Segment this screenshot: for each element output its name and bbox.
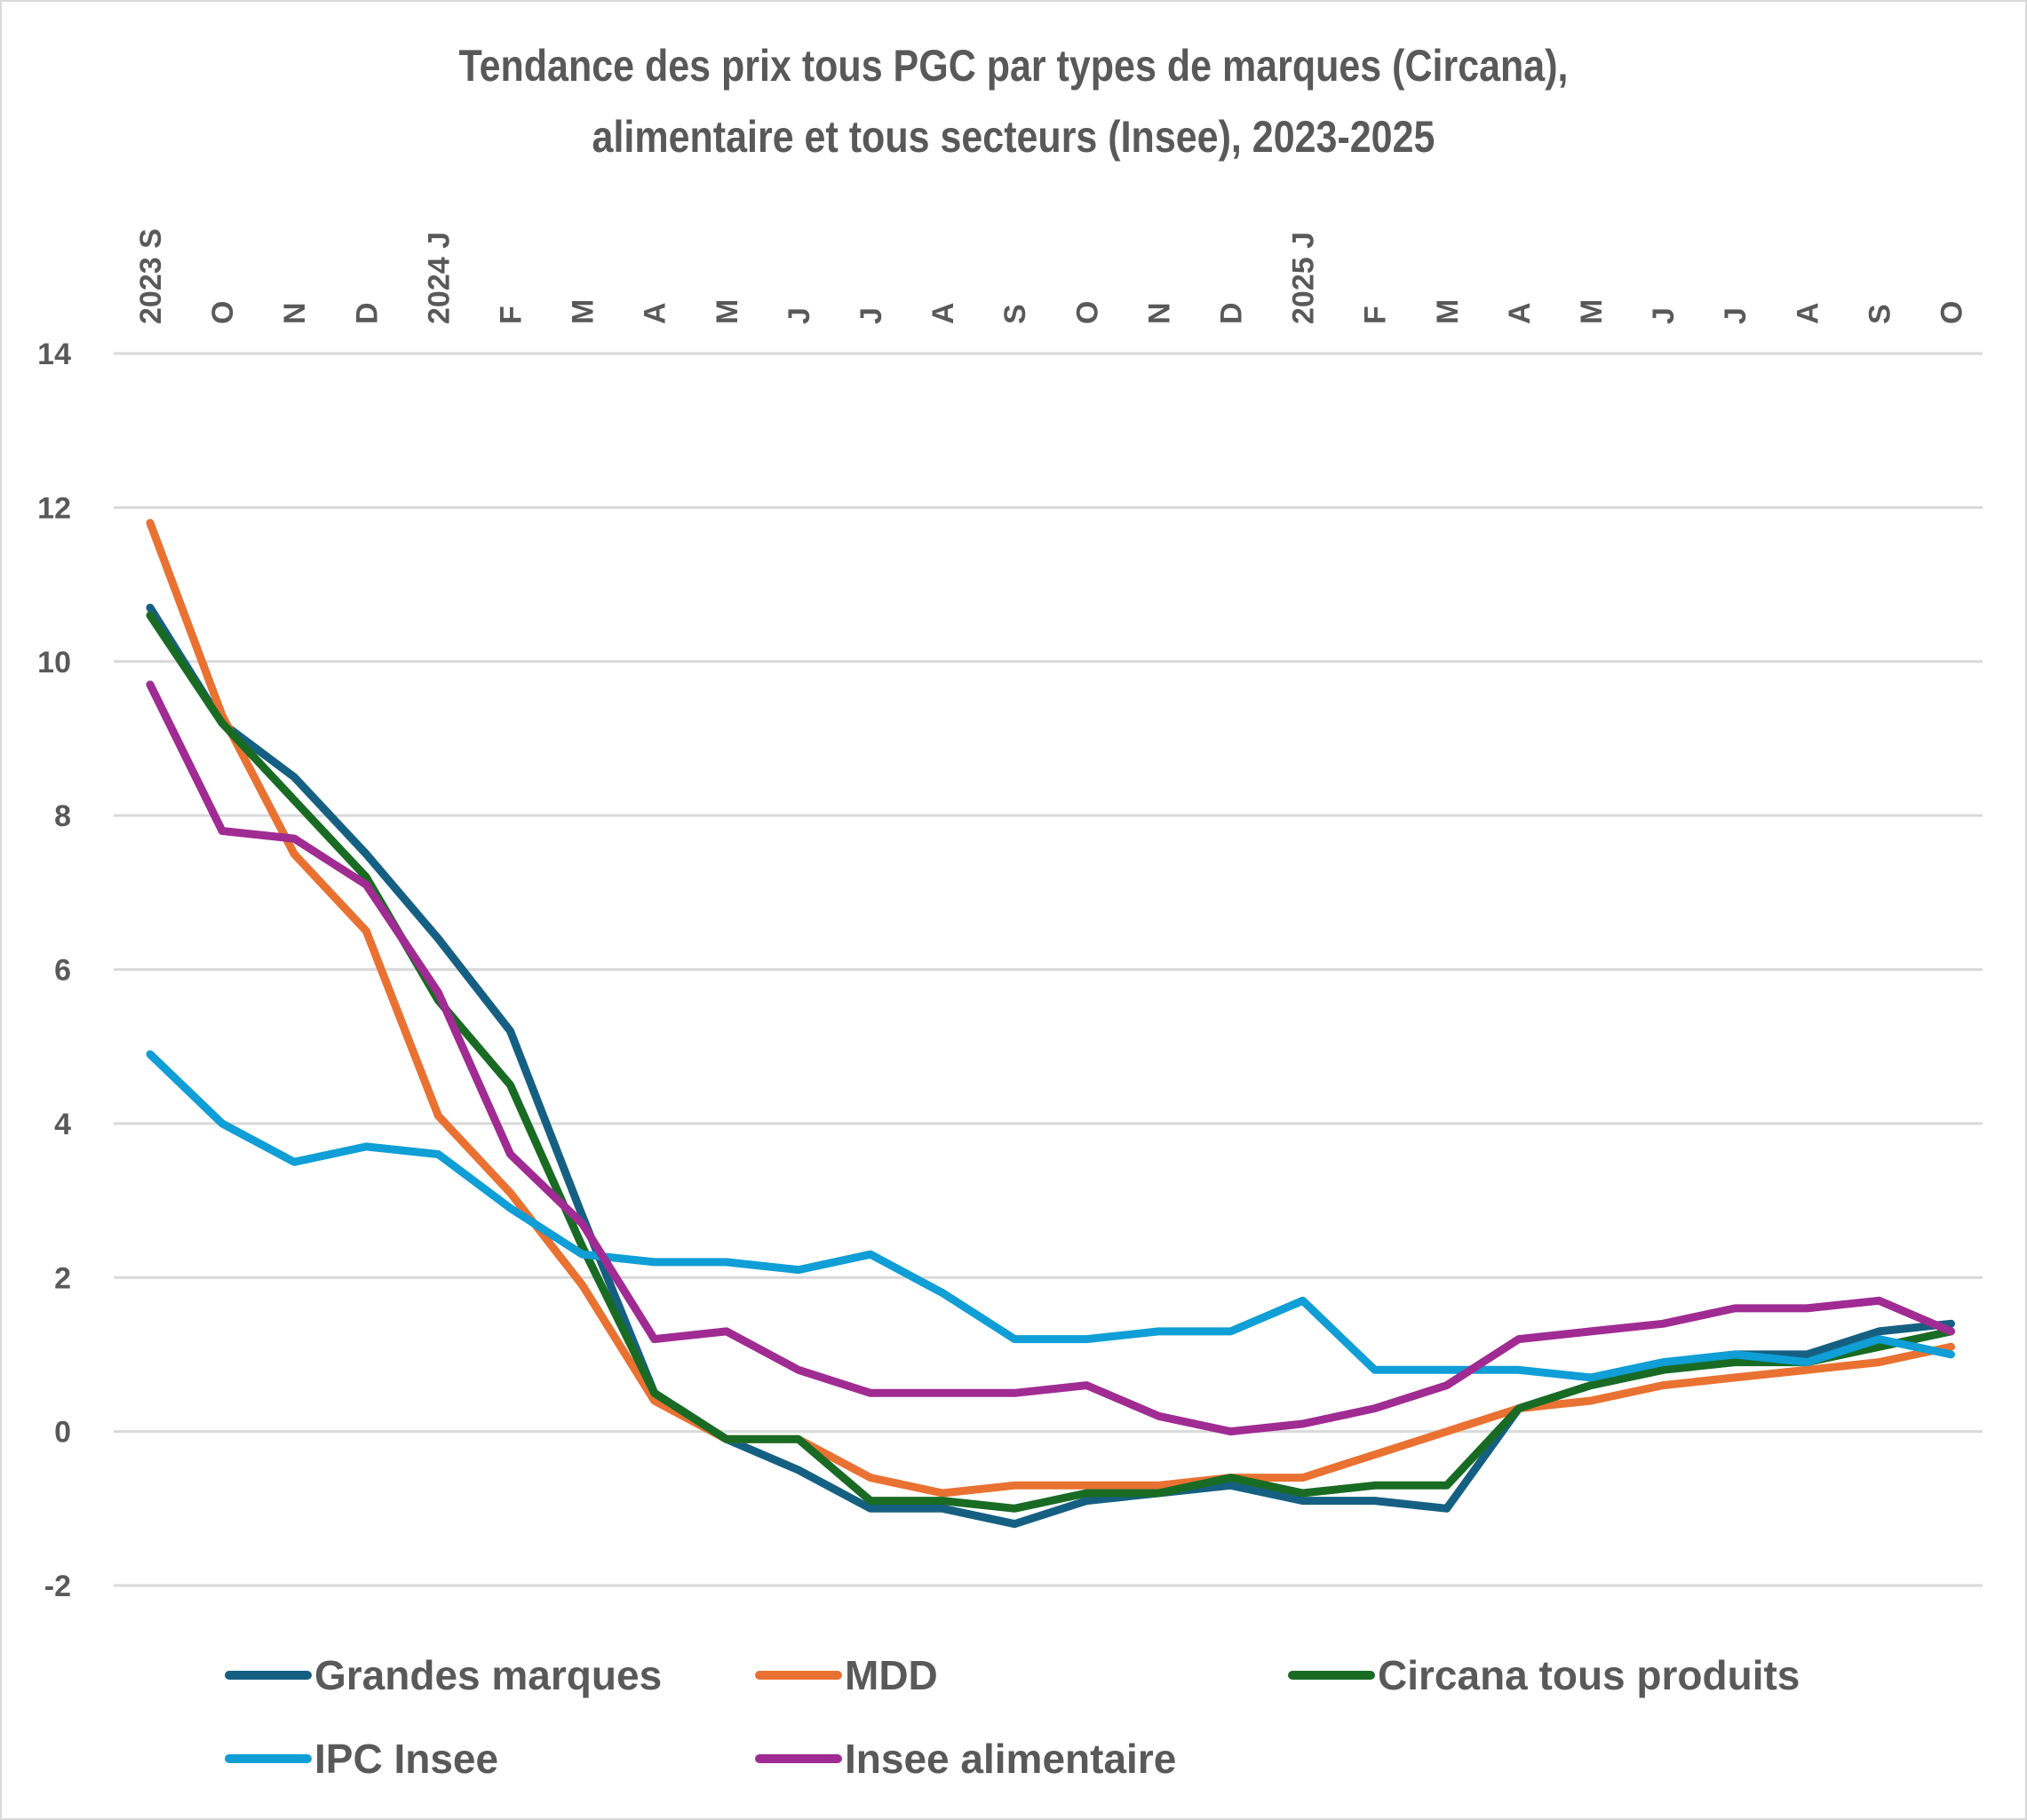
x-tick-label: 2023 S [134, 228, 168, 324]
legend: Grandes marques MDD Circana tous produits I… [225, 1652, 1800, 1782]
x-tick-label: J [1719, 307, 1753, 324]
gridlines [114, 352, 1983, 1587]
legend-label: MDD [845, 1652, 938, 1698]
x-tick-label: 2024 J [422, 232, 456, 324]
legend-label: Insee alimentaire [845, 1736, 1176, 1782]
y-axis-tick-labels: 14 12 10 8 6 4 2 0 -2 [37, 338, 71, 1603]
y-tick-label: -2 [44, 1570, 71, 1603]
x-tick-label: S [998, 304, 1032, 324]
y-tick-label: 14 [37, 338, 71, 371]
y-tick-label: 10 [37, 646, 71, 680]
legend-item: IPC Insee [225, 1736, 498, 1782]
x-tick-label: J [855, 307, 888, 324]
x-tick-label: S [1863, 304, 1896, 324]
y-tick-label: 4 [54, 1108, 71, 1141]
legend-item: Grandes marques [225, 1652, 662, 1698]
legend-label: Circana tous produits [1378, 1652, 1800, 1698]
x-tick-label: N [278, 302, 312, 324]
x-tick-label: J [783, 307, 816, 324]
x-tick-label: M [567, 299, 600, 324]
x-tick-label: O [206, 301, 240, 324]
y-tick-label: 2 [54, 1261, 71, 1295]
y-tick-label: 12 [37, 491, 71, 525]
chart-title-line-1: Tendance des prix tous PGC par types de … [458, 41, 1569, 91]
x-tick-label: N [1142, 302, 1176, 324]
x-tick-label: M [711, 299, 744, 324]
x-tick-label: F [495, 306, 529, 324]
series-line-mdd [146, 519, 1955, 1498]
x-tick-label: D [1215, 302, 1249, 324]
x-tick-label: F [1359, 306, 1393, 324]
x-tick-label: M [1575, 299, 1609, 324]
chart-title-line-2: alimentaire et tous secteurs (Insee), 20… [592, 112, 1435, 162]
x-tick-label: A [639, 302, 672, 324]
legend-label: Grandes marques [314, 1652, 662, 1698]
x-tick-label: 2025 J [1287, 232, 1321, 324]
x-tick-label: O [1070, 301, 1104, 324]
legend-item: MDD [755, 1652, 938, 1698]
x-tick-label: D [350, 302, 384, 324]
x-tick-label: J [1647, 307, 1681, 324]
y-tick-label: 8 [54, 799, 71, 833]
x-tick-label: A [1503, 302, 1537, 324]
series-line-ipc-insee [146, 1050, 1955, 1382]
legend-label: IPC Insee [314, 1736, 498, 1782]
legend-item: Insee alimentaire [755, 1736, 1176, 1782]
x-tick-label: A [1791, 302, 1824, 324]
y-tick-label: 0 [54, 1416, 71, 1450]
x-tick-label: O [1936, 301, 1969, 324]
y-tick-label: 6 [54, 954, 71, 988]
x-axis-tick-labels: 2023 S O N D 2024 J F M A M J J A S O N D 2025 J F M A M J J A S… [134, 228, 1969, 324]
x-tick-label: M [1431, 299, 1465, 324]
series-lines [146, 519, 1955, 1529]
x-tick-label: A [926, 302, 960, 324]
legend-item: Circana tous produits [1288, 1652, 1800, 1698]
series-line-insee-alimentaire [146, 680, 1955, 1436]
